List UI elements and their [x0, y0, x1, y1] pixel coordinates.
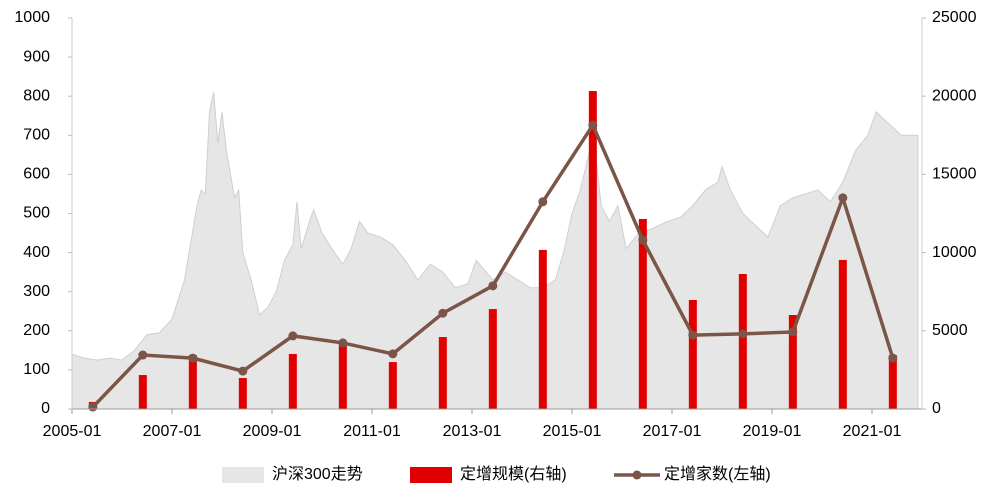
line-marker [288, 331, 298, 341]
y2-tick-label: 10000 [932, 244, 977, 261]
legend-label: 定增规模(右轴) [460, 465, 567, 483]
x-tick-label: 2013-01 [443, 423, 502, 440]
x-tick-label: 2015-01 [543, 423, 602, 440]
legend-swatch [632, 470, 642, 480]
y-tick-label: 100 [23, 361, 50, 378]
legend-label: 定增家数(左轴) [664, 465, 771, 483]
bar [538, 249, 547, 409]
line-marker [438, 308, 448, 318]
bar [388, 362, 397, 409]
bar [588, 91, 597, 409]
y2-tick-label: 0 [932, 400, 941, 417]
line-marker [588, 120, 598, 130]
y-tick-label: 600 [23, 166, 50, 183]
bar [288, 353, 297, 409]
y-tick-label: 700 [23, 127, 50, 144]
line-marker [638, 235, 648, 245]
y-tick-label: 500 [23, 205, 50, 222]
bar [838, 259, 847, 409]
line-marker [888, 353, 898, 363]
x-tick-label: 2011-01 [343, 423, 401, 440]
x-tick-label: 2009-01 [243, 423, 302, 440]
y2-tick-label: 25000 [932, 9, 977, 26]
line-marker [688, 330, 698, 340]
y-tick-label: 900 [23, 48, 50, 65]
y-tick-label: 1000 [14, 9, 50, 26]
bar [238, 378, 247, 409]
legend-label: 沪深300走势 [272, 465, 363, 483]
legend-swatch [222, 467, 264, 483]
y-tick-label: 0 [41, 400, 50, 417]
line-marker [538, 197, 548, 207]
line-marker [388, 349, 398, 359]
y-tick-label: 300 [23, 283, 50, 300]
x-tick-label: 2007-01 [143, 423, 202, 440]
bar [788, 315, 797, 409]
bar [438, 337, 447, 409]
line-marker [338, 338, 348, 348]
y2-tick-label: 15000 [932, 166, 977, 183]
bar [188, 355, 197, 409]
line-marker [88, 402, 98, 412]
line-marker [488, 281, 498, 291]
x-tick-label: 2021-01 [843, 423, 902, 440]
bar [638, 218, 647, 409]
bar [338, 342, 347, 409]
line-marker [838, 193, 848, 203]
bar [738, 274, 747, 409]
x-tick-label: 2017-01 [643, 423, 702, 440]
y-tick-label: 400 [23, 244, 50, 261]
bar [488, 309, 497, 409]
legend-swatch [410, 467, 452, 483]
line-marker [788, 327, 798, 337]
y2-tick-label: 20000 [932, 87, 977, 104]
bar [888, 355, 897, 409]
y-tick-label: 200 [23, 322, 50, 339]
bar [688, 299, 697, 409]
line-marker [188, 353, 198, 363]
y2-tick-label: 5000 [932, 322, 968, 339]
y-tick-label: 800 [23, 87, 50, 104]
line-marker [138, 350, 148, 360]
x-tick-label: 2019-01 [743, 423, 802, 440]
line-marker [738, 329, 748, 339]
line-marker [238, 366, 248, 376]
area [71, 92, 919, 410]
bar [138, 375, 147, 409]
x-tick-label: 2005-01 [43, 423, 102, 440]
